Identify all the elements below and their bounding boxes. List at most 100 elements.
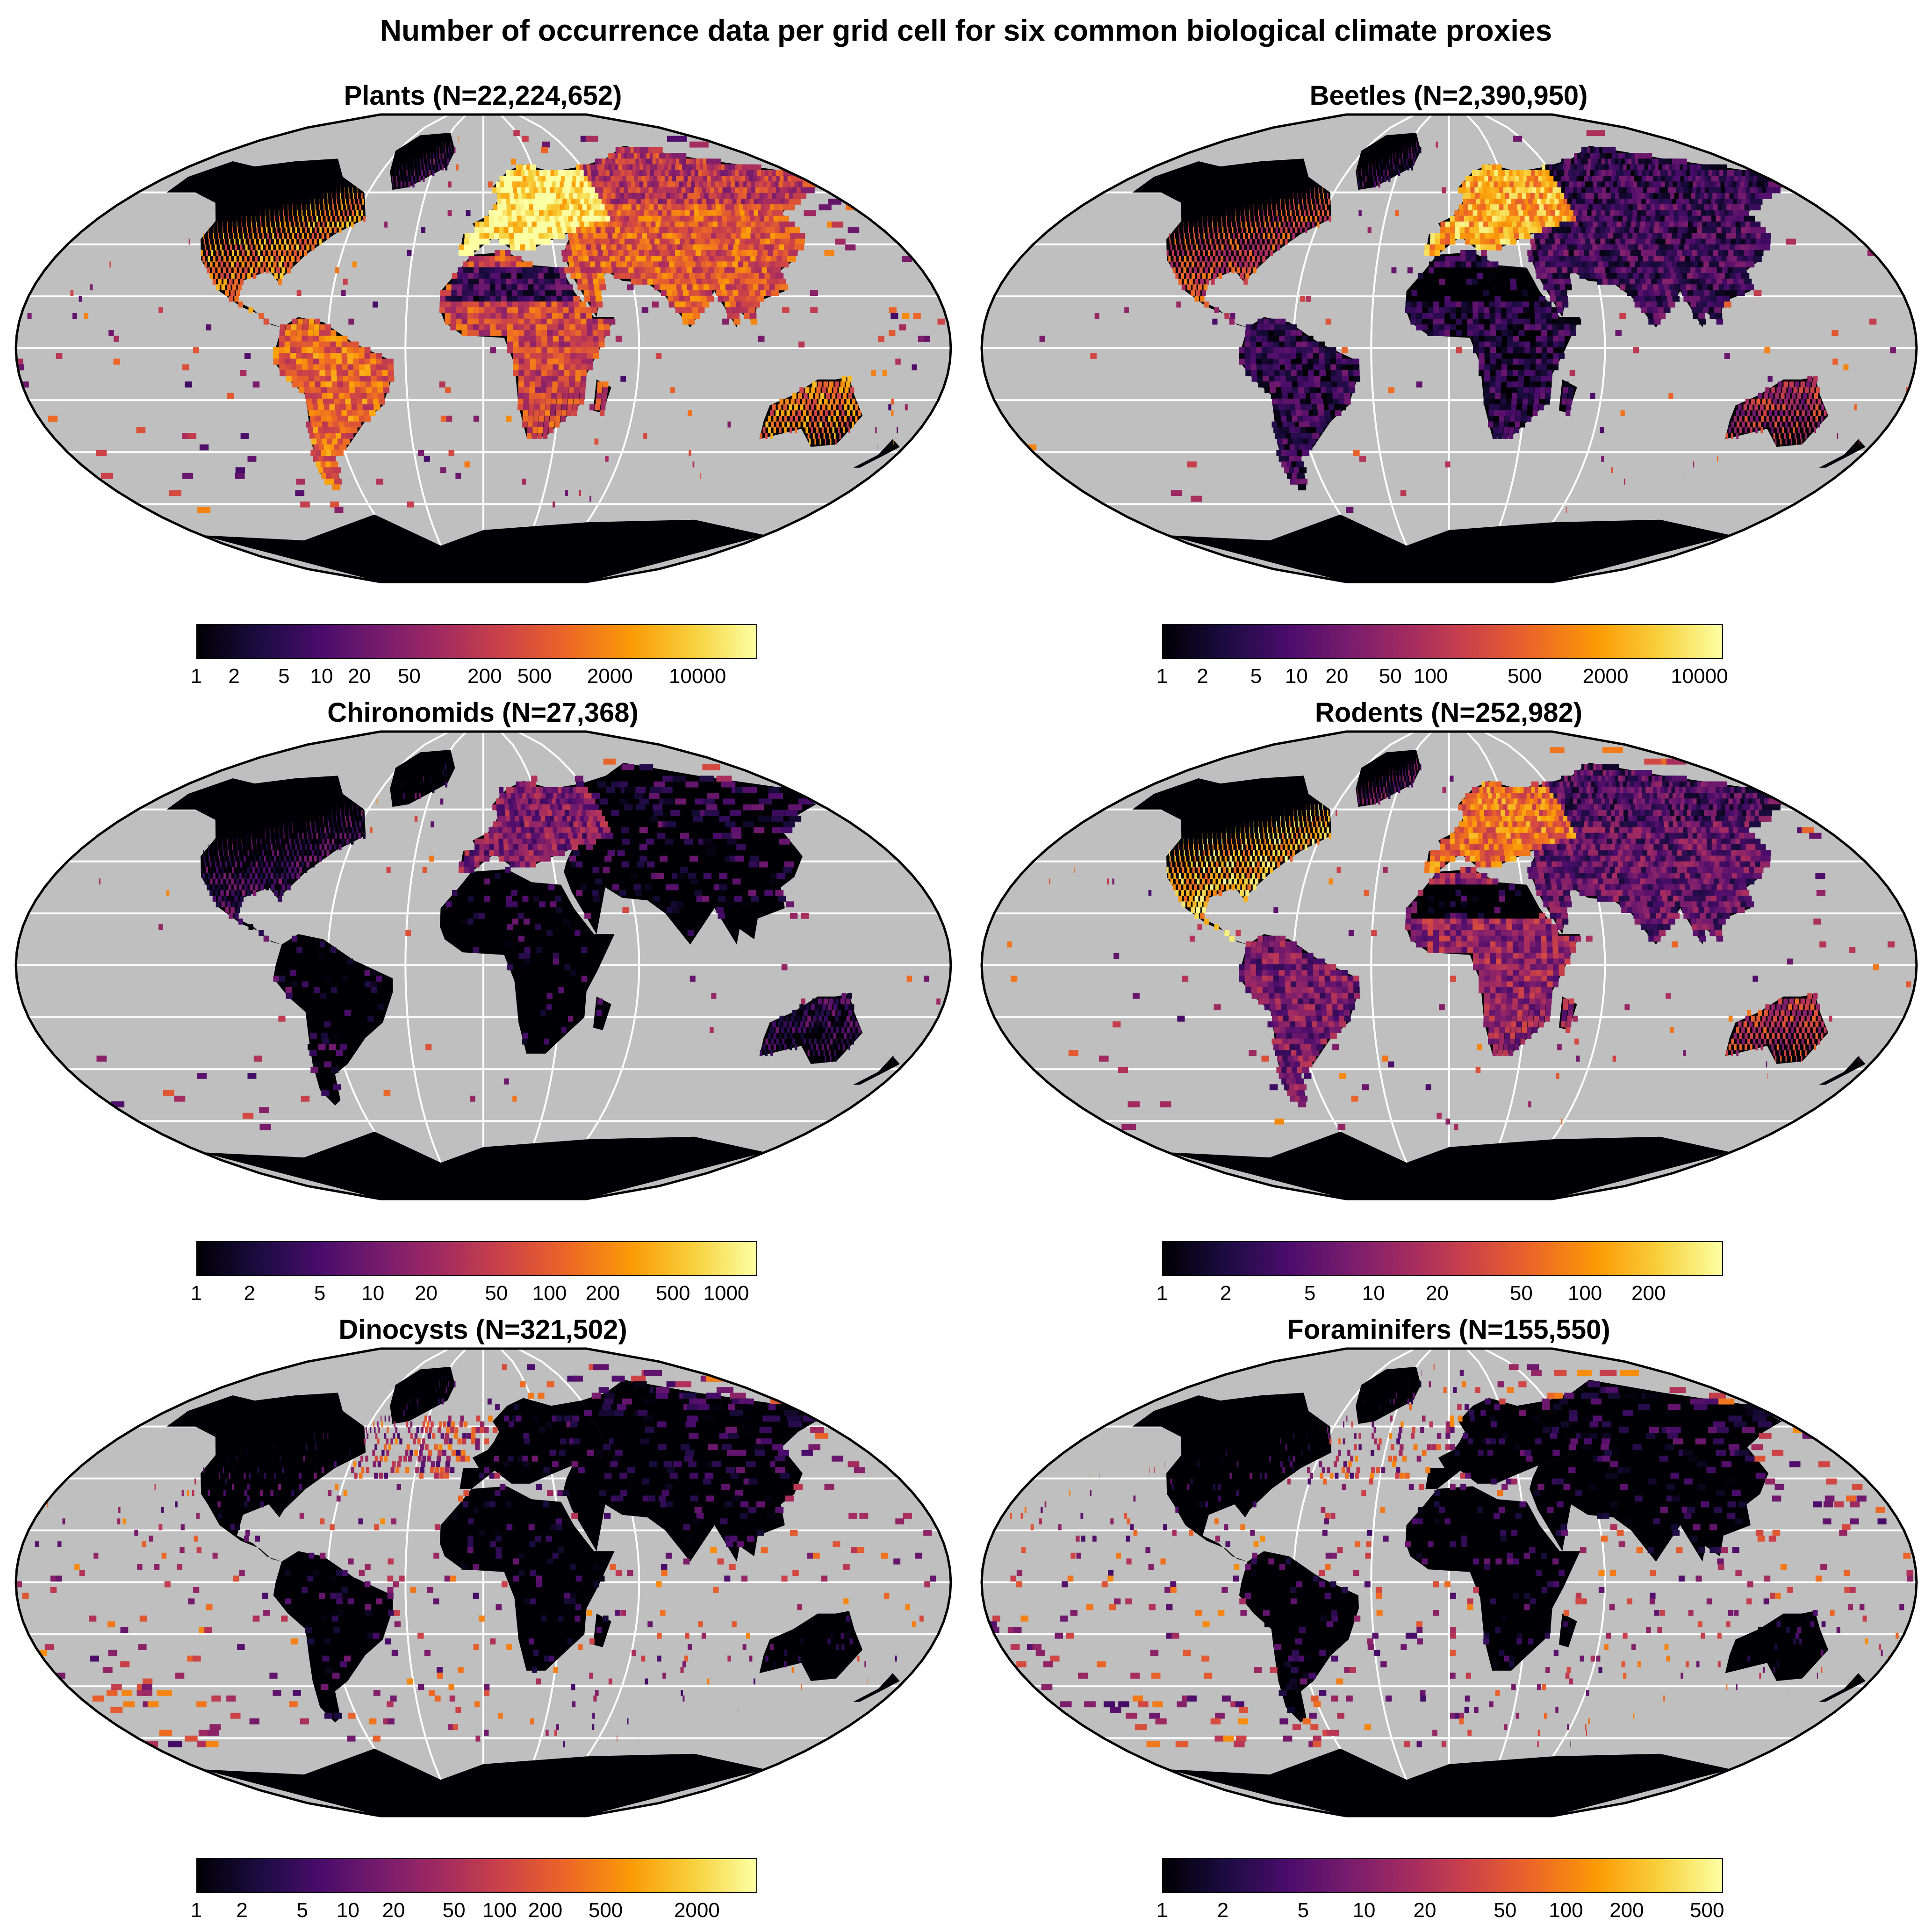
grid-cell — [359, 364, 366, 371]
grid-cell — [498, 210, 503, 216]
cell-layer — [1025, 130, 1910, 513]
grid-cell — [1285, 227, 1288, 233]
grid-cell — [317, 221, 320, 228]
grid-cell — [431, 164, 433, 171]
grid-cell — [303, 318, 309, 325]
grid-cell — [1189, 238, 1191, 245]
grid-cell — [1459, 210, 1465, 216]
grid-cell — [1292, 233, 1295, 239]
grid-cell — [1323, 199, 1325, 205]
grid-cell — [676, 284, 683, 291]
grid-cell — [557, 393, 563, 399]
grid-cell — [280, 324, 286, 330]
grid-cell — [313, 404, 320, 410]
grid-cell — [553, 353, 559, 359]
grid-cell — [532, 427, 538, 433]
grid-cell — [230, 290, 235, 296]
grid-cell — [1494, 227, 1500, 233]
grid-cell — [1316, 221, 1320, 228]
grid-cell — [826, 393, 830, 399]
grid-cell — [529, 238, 536, 245]
grid-cell — [294, 238, 297, 245]
grid-cell — [273, 359, 280, 365]
grid-cell — [251, 221, 252, 228]
grid-cell — [530, 359, 536, 365]
grid-cell — [1455, 233, 1460, 239]
grid-cell — [570, 244, 577, 251]
grid-cell — [498, 215, 504, 222]
grid-cell — [479, 227, 485, 233]
grid-cell — [518, 370, 524, 376]
grid-cell — [530, 244, 536, 251]
grid-cell — [318, 347, 325, 353]
grid-cell — [399, 164, 400, 171]
grid-cell — [336, 359, 343, 365]
grid-cell — [786, 410, 790, 416]
grid-cell — [575, 359, 582, 365]
grid-cell — [349, 199, 351, 205]
grid-cell — [1481, 164, 1487, 171]
grid-cell — [274, 215, 275, 222]
colorbar-tick-label: 2 — [228, 665, 240, 688]
grid-cell — [1198, 233, 1200, 239]
grid-cell — [1311, 204, 1314, 210]
grid-cell — [215, 284, 220, 291]
grid-cell — [307, 404, 315, 410]
grid-cell — [241, 261, 245, 268]
grid-cell — [182, 473, 194, 479]
grid-cell — [359, 353, 365, 359]
grid-cell — [660, 284, 667, 291]
grid-cell — [333, 467, 341, 474]
grid-cell — [780, 284, 789, 291]
grid-cell — [1450, 221, 1455, 228]
grid-cell — [844, 416, 847, 422]
grid-cell — [413, 164, 414, 171]
grid-cell — [252, 381, 260, 388]
grid-cell — [1663, 199, 1673, 205]
grid-cell — [363, 215, 366, 222]
grid-cell — [1489, 233, 1495, 239]
grid-cell — [897, 427, 898, 433]
grid-cell — [816, 427, 819, 433]
grid-cell — [568, 393, 574, 399]
grid-cell — [705, 290, 713, 296]
grid-cell — [365, 370, 372, 376]
grid-cell — [718, 295, 725, 302]
grid-cell — [265, 256, 268, 262]
grid-cell — [1711, 164, 1727, 171]
grid-cell — [778, 215, 789, 222]
grid-cell — [1479, 170, 1485, 176]
grid-cell — [839, 416, 841, 422]
grid-cell — [569, 238, 576, 245]
grid-cell — [209, 261, 213, 268]
grid-cell — [360, 381, 366, 388]
grid-cell — [352, 210, 354, 216]
grid-cell — [462, 284, 468, 291]
grid-cell — [516, 181, 522, 188]
grid-cell — [254, 238, 256, 245]
grid-cell — [297, 233, 300, 239]
grid-cell — [1302, 221, 1305, 228]
grid-cell — [1372, 170, 1373, 176]
grid-cell — [1464, 215, 1470, 222]
grid-cell — [794, 404, 798, 410]
grid-cell — [296, 364, 303, 371]
grid-cell — [825, 410, 828, 416]
grid-cell — [1194, 238, 1196, 245]
grid-cell — [494, 221, 499, 228]
grid-cell — [559, 353, 565, 359]
grid-cell — [783, 204, 795, 210]
grid-cell — [569, 381, 575, 388]
grid-cell — [271, 267, 275, 273]
grid-cell — [648, 147, 663, 153]
grid-cell — [521, 261, 527, 268]
grid-cell — [479, 279, 485, 285]
grid-cell — [553, 347, 559, 353]
grid-cell — [225, 261, 229, 268]
grid-cell — [1357, 170, 1358, 176]
grid-cell — [269, 215, 271, 222]
grid-cell — [658, 279, 666, 285]
grid-cell — [787, 256, 796, 262]
grid-cell — [249, 267, 253, 273]
grid-cell — [552, 227, 559, 233]
